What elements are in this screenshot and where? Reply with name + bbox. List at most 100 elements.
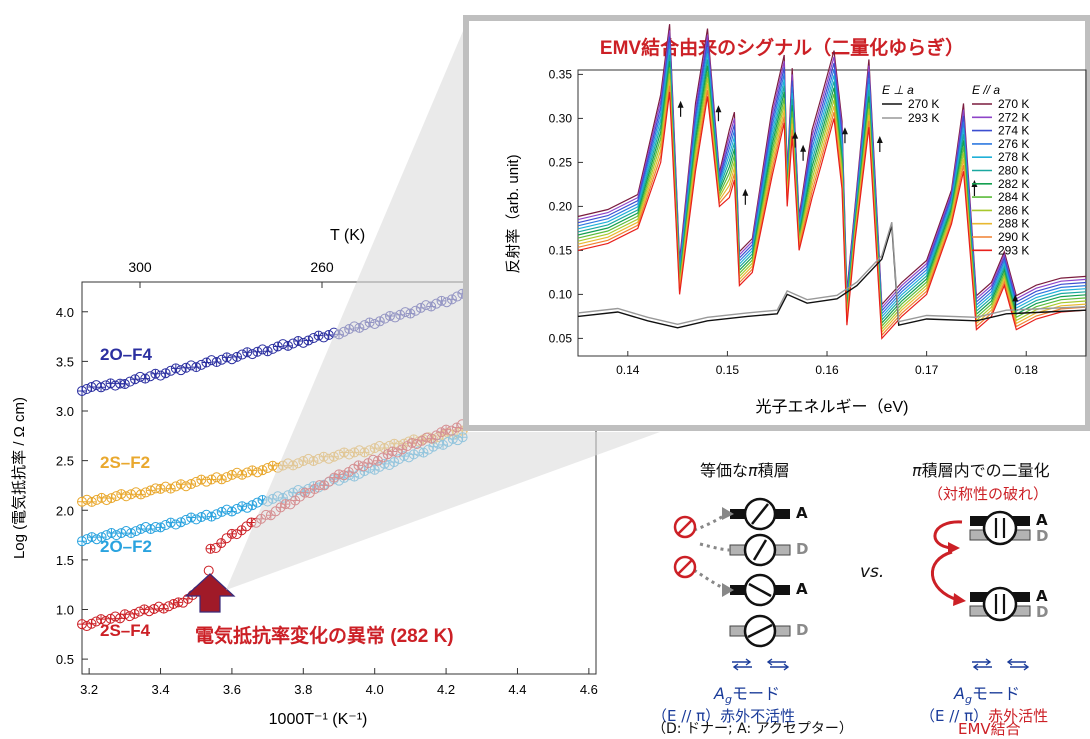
x-tick-label: 4.0 — [366, 682, 384, 697]
reflectivity-title: EMV結合由来のシグナル（二量化ゆらぎ） — [600, 36, 964, 59]
data-point — [283, 340, 294, 351]
mode-a: A — [714, 684, 725, 703]
data-point — [77, 536, 87, 547]
data-point — [252, 346, 263, 357]
data-point — [216, 506, 227, 517]
top-tick-260: 260 — [310, 259, 334, 275]
data-point — [298, 337, 309, 348]
data-point — [242, 347, 253, 358]
arrowhead-icon — [722, 507, 734, 520]
resistivity-ylabel: Log (電気抵抗率 / Ω cm) — [11, 397, 28, 559]
data-point — [196, 359, 207, 370]
left-condition: （E // π） — [652, 707, 721, 725]
data-point — [96, 382, 107, 393]
resistivity-frame — [81, 281, 597, 675]
data-point — [221, 472, 232, 483]
right-mode-label: Agモード — [954, 680, 1020, 706]
data-point — [221, 504, 232, 515]
data-point — [139, 604, 150, 615]
data-point-cross — [187, 513, 196, 522]
legend-par-entry: 274 K — [998, 124, 1029, 138]
data-point — [211, 357, 222, 368]
perp-series-line — [577, 221, 1087, 326]
data-point-cross — [222, 353, 231, 362]
mode-a: A — [954, 684, 965, 703]
da-legend-note: （D: ドナー; A: アクセプター） — [652, 721, 853, 737]
data-point — [191, 362, 202, 373]
data-point — [206, 511, 217, 522]
spin-arrow-icon — [752, 539, 768, 561]
data-point — [140, 373, 151, 384]
data-point — [145, 485, 156, 496]
anomaly-annotation: 電気抵抗率変化の異常 (282 K) — [195, 624, 454, 647]
legend-par-entry: 278 K — [998, 150, 1029, 164]
spin-arrow-icon — [747, 623, 773, 639]
data-point — [170, 363, 181, 374]
increase-arrowhead-icon — [715, 105, 722, 113]
data-point-cross — [217, 507, 226, 516]
spin-pair-circle-icon — [982, 586, 1018, 622]
data-point — [145, 524, 156, 535]
data-point-cross — [176, 480, 185, 489]
data-point-cross — [166, 484, 175, 493]
data-point — [237, 501, 248, 512]
data-point — [77, 496, 87, 507]
data-point — [226, 506, 237, 517]
data-point — [175, 365, 186, 376]
data-point — [149, 603, 160, 614]
legend-par-entry: 284 K — [998, 190, 1029, 204]
data-point — [288, 338, 299, 349]
data-point — [135, 371, 146, 382]
data-point — [155, 370, 166, 381]
data-point — [181, 362, 192, 373]
y-tick-label: 4.0 — [56, 305, 74, 320]
legend-perp-entry: 270 K — [908, 97, 939, 111]
data-point-cross — [233, 352, 242, 361]
left-activity-line: （E // π）赤外不活性 — [652, 705, 795, 726]
data-point-cross — [206, 544, 215, 553]
data-point — [313, 330, 324, 341]
data-point — [226, 469, 237, 480]
forbidden-icon — [673, 555, 697, 579]
data-point-cross — [284, 341, 293, 350]
data-point-cross — [294, 337, 303, 346]
ref-y-tick-label: 0.20 — [549, 199, 573, 213]
data-point — [267, 343, 278, 354]
data-point-cross — [217, 475, 226, 484]
data-point — [140, 487, 151, 498]
reflectivity-xlabel: 光子エネルギー（eV) — [756, 398, 909, 416]
data-point — [126, 528, 137, 539]
data-point — [175, 517, 186, 528]
series-line — [577, 91, 1087, 340]
top-axis-label: T (K) — [330, 227, 365, 244]
data-point — [237, 349, 248, 360]
data-point — [201, 476, 212, 487]
spin-arrow-icon — [748, 582, 772, 598]
data-point — [191, 476, 202, 487]
data-point — [155, 483, 166, 494]
data-point-cross — [151, 369, 160, 378]
data-point — [262, 346, 273, 357]
data-point-cross — [197, 513, 206, 522]
data-point-cross — [182, 363, 191, 372]
left-title-text: 等価な — [700, 461, 749, 480]
data-point — [186, 479, 197, 490]
left-title-pi: π — [748, 461, 758, 480]
y-tick-label: 0.5 — [56, 652, 74, 667]
data-point-cross — [131, 375, 140, 384]
legend-par-entry: 272 K — [998, 110, 1029, 124]
legend-par-entry: 276 K — [998, 137, 1029, 151]
emv-label: EMV結合 — [958, 720, 1021, 738]
data-point-cross — [156, 484, 165, 493]
data-point — [173, 597, 184, 608]
data-point — [121, 526, 132, 537]
anomaly-arrow-icon — [184, 573, 236, 613]
right-condition: （E // π） — [920, 707, 989, 725]
data-point — [237, 469, 248, 480]
data-point — [181, 481, 192, 492]
vibration-arrows-icon — [732, 658, 790, 671]
ref-x-tick-label: 0.14 — [616, 363, 640, 377]
data-point — [96, 532, 107, 543]
